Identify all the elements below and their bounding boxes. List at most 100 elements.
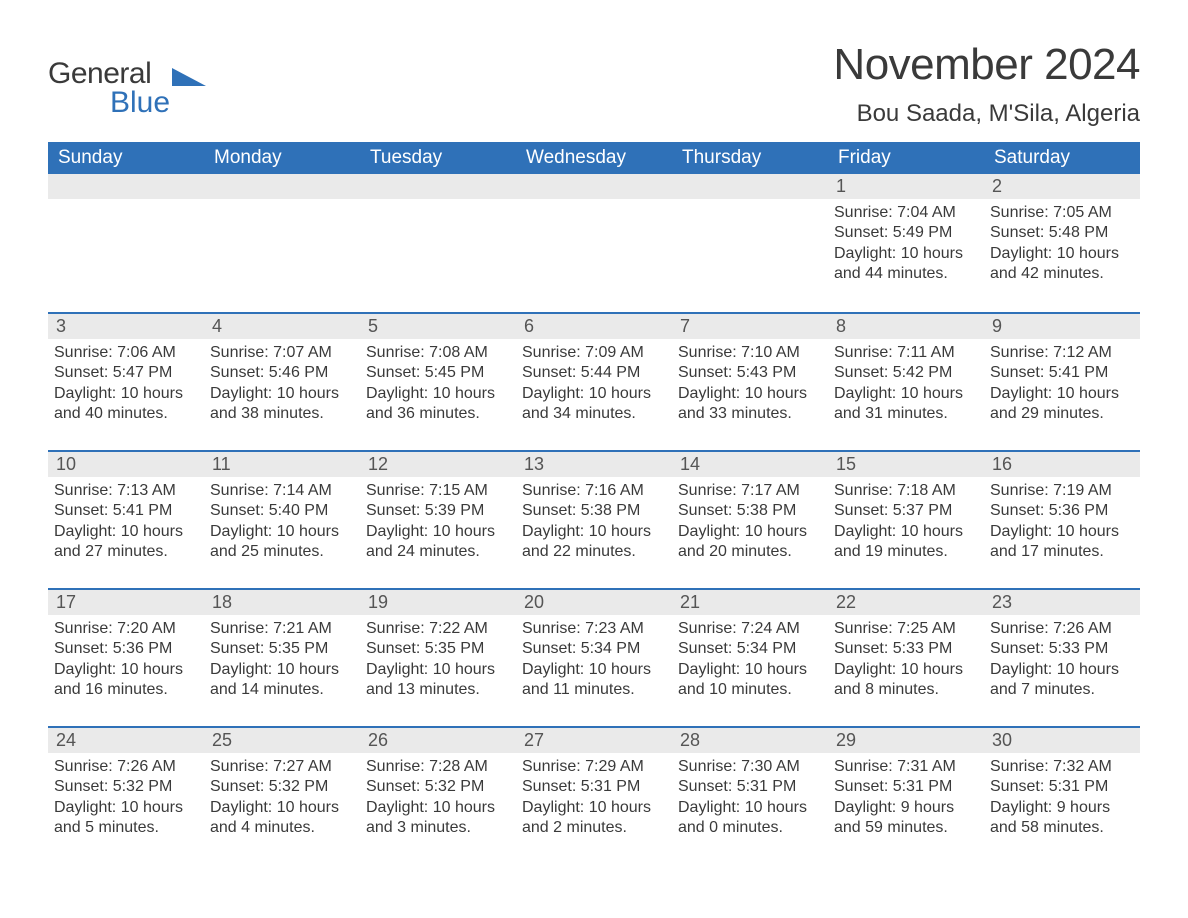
weekday-header: Wednesday [516, 142, 672, 174]
daylight-text: Daylight: 10 hours and 5 minutes. [54, 798, 198, 839]
sunrise-text: Sunrise: 7:09 AM [522, 343, 666, 363]
calendar-day: 15Sunrise: 7:18 AMSunset: 5:37 PMDayligh… [828, 452, 984, 582]
calendar-day: 16Sunrise: 7:19 AMSunset: 5:36 PMDayligh… [984, 452, 1140, 582]
day-body: Sunrise: 7:22 AMSunset: 5:35 PMDaylight:… [360, 615, 516, 705]
sunset-text: Sunset: 5:36 PM [54, 639, 198, 659]
daylight-text: Daylight: 10 hours and 27 minutes. [54, 522, 198, 563]
sunrise-text: Sunrise: 7:08 AM [366, 343, 510, 363]
daylight-text: Daylight: 10 hours and 10 minutes. [678, 660, 822, 701]
day-number: 19 [360, 590, 516, 615]
day-body: Sunrise: 7:11 AMSunset: 5:42 PMDaylight:… [828, 339, 984, 429]
day-number: 25 [204, 728, 360, 753]
day-body: Sunrise: 7:07 AMSunset: 5:46 PMDaylight:… [204, 339, 360, 429]
day-body: Sunrise: 7:29 AMSunset: 5:31 PMDaylight:… [516, 753, 672, 843]
daylight-text: Daylight: 10 hours and 33 minutes. [678, 384, 822, 425]
day-number: 13 [516, 452, 672, 477]
sunrise-text: Sunrise: 7:22 AM [366, 619, 510, 639]
day-body: Sunrise: 7:12 AMSunset: 5:41 PMDaylight:… [984, 339, 1140, 429]
sunrise-text: Sunrise: 7:28 AM [366, 757, 510, 777]
day-number: 12 [360, 452, 516, 477]
weekday-header-row: Sunday Monday Tuesday Wednesday Thursday… [48, 142, 1140, 174]
title-block: November 2024 Bou Saada, M'Sila, Algeria [833, 40, 1140, 128]
sunrise-text: Sunrise: 7:10 AM [678, 343, 822, 363]
sunrise-text: Sunrise: 7:30 AM [678, 757, 822, 777]
daylight-text: Daylight: 10 hours and 7 minutes. [990, 660, 1134, 701]
sunrise-text: Sunrise: 7:20 AM [54, 619, 198, 639]
calendar-day: 6Sunrise: 7:09 AMSunset: 5:44 PMDaylight… [516, 314, 672, 444]
day-number: 9 [984, 314, 1140, 339]
calendar-day [48, 174, 204, 306]
day-number: 15 [828, 452, 984, 477]
calendar: Sunday Monday Tuesday Wednesday Thursday… [48, 142, 1140, 858]
calendar-day: 14Sunrise: 7:17 AMSunset: 5:38 PMDayligh… [672, 452, 828, 582]
sunset-text: Sunset: 5:36 PM [990, 501, 1134, 521]
daylight-text: Daylight: 10 hours and 36 minutes. [366, 384, 510, 425]
sunrise-text: Sunrise: 7:13 AM [54, 481, 198, 501]
sunset-text: Sunset: 5:46 PM [210, 363, 354, 383]
sunrise-text: Sunrise: 7:07 AM [210, 343, 354, 363]
calendar-day: 4Sunrise: 7:07 AMSunset: 5:46 PMDaylight… [204, 314, 360, 444]
sunset-text: Sunset: 5:37 PM [834, 501, 978, 521]
calendar-day: 26Sunrise: 7:28 AMSunset: 5:32 PMDayligh… [360, 728, 516, 858]
day-body: Sunrise: 7:10 AMSunset: 5:43 PMDaylight:… [672, 339, 828, 429]
day-body: Sunrise: 7:26 AMSunset: 5:32 PMDaylight:… [48, 753, 204, 843]
weekday-header: Saturday [984, 142, 1140, 174]
day-number: 5 [360, 314, 516, 339]
calendar-day: 3Sunrise: 7:06 AMSunset: 5:47 PMDaylight… [48, 314, 204, 444]
daylight-text: Daylight: 10 hours and 11 minutes. [522, 660, 666, 701]
daylight-text: Daylight: 10 hours and 29 minutes. [990, 384, 1134, 425]
month-title: November 2024 [833, 40, 1140, 90]
day-body: Sunrise: 7:32 AMSunset: 5:31 PMDaylight:… [984, 753, 1140, 843]
day-number: 11 [204, 452, 360, 477]
sunrise-text: Sunrise: 7:15 AM [366, 481, 510, 501]
sunrise-text: Sunrise: 7:24 AM [678, 619, 822, 639]
daylight-text: Daylight: 10 hours and 40 minutes. [54, 384, 198, 425]
day-body: Sunrise: 7:09 AMSunset: 5:44 PMDaylight:… [516, 339, 672, 429]
daylight-text: Daylight: 10 hours and 42 minutes. [990, 244, 1134, 285]
weeks-container: 1Sunrise: 7:04 AMSunset: 5:49 PMDaylight… [48, 174, 1140, 858]
daylight-text: Daylight: 10 hours and 24 minutes. [366, 522, 510, 563]
weekday-header: Monday [204, 142, 360, 174]
day-body: Sunrise: 7:20 AMSunset: 5:36 PMDaylight:… [48, 615, 204, 705]
sunset-text: Sunset: 5:45 PM [366, 363, 510, 383]
day-body: Sunrise: 7:04 AMSunset: 5:49 PMDaylight:… [828, 199, 984, 289]
sunrise-text: Sunrise: 7:21 AM [210, 619, 354, 639]
sunrise-text: Sunrise: 7:05 AM [990, 203, 1134, 223]
logo-triangle-icon [172, 66, 206, 86]
location-text: Bou Saada, M'Sila, Algeria [833, 100, 1140, 128]
sunrise-text: Sunrise: 7:32 AM [990, 757, 1134, 777]
day-body: Sunrise: 7:05 AMSunset: 5:48 PMDaylight:… [984, 199, 1140, 289]
day-number: 17 [48, 590, 204, 615]
calendar-day: 29Sunrise: 7:31 AMSunset: 5:31 PMDayligh… [828, 728, 984, 858]
sunset-text: Sunset: 5:33 PM [834, 639, 978, 659]
day-body: Sunrise: 7:17 AMSunset: 5:38 PMDaylight:… [672, 477, 828, 567]
sunrise-text: Sunrise: 7:18 AM [834, 481, 978, 501]
day-body: Sunrise: 7:23 AMSunset: 5:34 PMDaylight:… [516, 615, 672, 705]
daylight-text: Daylight: 10 hours and 20 minutes. [678, 522, 822, 563]
sunrise-text: Sunrise: 7:31 AM [834, 757, 978, 777]
day-number: 8 [828, 314, 984, 339]
day-number [48, 174, 204, 199]
calendar-day: 7Sunrise: 7:10 AMSunset: 5:43 PMDaylight… [672, 314, 828, 444]
sunset-text: Sunset: 5:31 PM [522, 777, 666, 797]
day-number [516, 174, 672, 199]
calendar-day [672, 174, 828, 306]
calendar-week: 3Sunrise: 7:06 AMSunset: 5:47 PMDaylight… [48, 312, 1140, 444]
daylight-text: Daylight: 9 hours and 58 minutes. [990, 798, 1134, 839]
calendar-day: 19Sunrise: 7:22 AMSunset: 5:35 PMDayligh… [360, 590, 516, 720]
sunrise-text: Sunrise: 7:27 AM [210, 757, 354, 777]
sunrise-text: Sunrise: 7:23 AM [522, 619, 666, 639]
sunset-text: Sunset: 5:38 PM [522, 501, 666, 521]
day-body: Sunrise: 7:21 AMSunset: 5:35 PMDaylight:… [204, 615, 360, 705]
weekday-header: Thursday [672, 142, 828, 174]
header: General Blue November 2024 Bou Saada, M'… [48, 40, 1140, 128]
daylight-text: Daylight: 10 hours and 14 minutes. [210, 660, 354, 701]
sunrise-text: Sunrise: 7:06 AM [54, 343, 198, 363]
daylight-text: Daylight: 9 hours and 59 minutes. [834, 798, 978, 839]
day-body: Sunrise: 7:30 AMSunset: 5:31 PMDaylight:… [672, 753, 828, 843]
calendar-day: 21Sunrise: 7:24 AMSunset: 5:34 PMDayligh… [672, 590, 828, 720]
calendar-day: 24Sunrise: 7:26 AMSunset: 5:32 PMDayligh… [48, 728, 204, 858]
calendar-day: 5 Sunrise: 7:08 AMSunset: 5:45 PMDaylight… [360, 314, 516, 444]
sunset-text: Sunset: 5:31 PM [990, 777, 1134, 797]
day-number: 6 [516, 314, 672, 339]
